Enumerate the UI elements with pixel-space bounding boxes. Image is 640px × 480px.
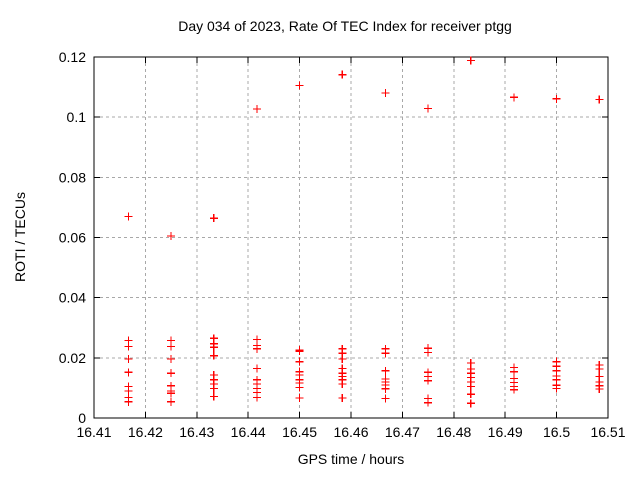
y-tick-label: 0.1 [67,109,87,125]
data-point-marker [252,344,261,353]
data-point-marker [124,368,133,377]
data-point-marker [252,105,261,114]
x-tick-label: 16.44 [231,424,266,440]
data-point-marker [295,394,304,403]
data-points [124,56,604,408]
data-point-marker [124,212,133,221]
data-point-marker [209,392,218,401]
data-point-marker [209,214,218,223]
data-point-marker [252,364,261,373]
data-point-marker [167,355,176,364]
x-tick-label: 16.48 [436,424,471,440]
data-point-marker [509,93,518,102]
data-point-marker [381,89,390,98]
data-point-marker [167,397,176,406]
y-tick-label: 0.12 [59,49,86,65]
chart-title: Day 034 of 2023, Rate Of TEC Index for r… [178,18,512,34]
data-point-marker [552,94,561,103]
tick-labels: 16.41 16.42 16.43 16.44 16.45 16.46 16.47 16.48… [59,49,626,440]
data-point-marker [338,355,347,364]
data-point-marker [424,348,433,357]
data-point-marker [424,104,433,113]
x-tick-label: 16.41 [76,424,111,440]
data-point-marker [209,343,218,352]
x-axis-label: GPS time / hours [298,451,405,467]
data-point-marker [424,376,433,385]
data-point-marker [338,70,347,79]
data-point-marker [595,364,604,373]
data-point-marker [466,390,475,399]
data-point-marker [381,366,390,375]
x-tick-label: 16.45 [282,424,317,440]
data-point-marker [167,342,176,351]
x-tick-label: 16.5 [543,424,570,440]
y-tick-label: 0.02 [59,350,86,366]
data-point-marker [338,380,347,389]
data-point-marker [124,397,133,406]
data-point-marker [381,349,390,358]
data-point-marker [466,382,475,391]
x-tick-label: 16.43 [179,424,214,440]
y-axis-label: ROTI / TECUs [12,192,28,282]
y-tick-label: 0.08 [59,169,86,185]
data-point-marker [124,342,133,351]
x-tick-label: 16.49 [488,424,523,440]
data-point-marker [167,369,176,378]
data-point-marker [295,81,304,90]
data-point-marker [595,385,604,394]
data-point-marker [167,231,176,240]
x-tick-label: 16.46 [333,424,368,440]
data-point-marker [338,394,347,403]
x-tick-label: 16.42 [128,424,163,440]
data-point-marker [509,367,518,376]
x-tick-label: 16.47 [385,424,420,440]
data-point-marker [167,389,176,398]
data-point-marker [381,394,390,403]
data-point-marker [295,357,304,366]
y-tick-label: 0.04 [59,290,86,306]
data-point-marker [124,355,133,364]
y-tick-label: 0.06 [59,230,86,246]
data-point-marker [552,384,561,393]
data-point-marker [509,385,518,394]
data-point-marker [381,384,390,393]
data-point-marker [209,351,218,360]
data-point-marker [295,383,304,392]
x-tick-label: 16.51 [590,424,625,440]
data-point-marker [466,399,475,408]
data-point-marker [252,393,261,402]
data-point-marker [295,347,304,356]
plot-border [93,56,609,419]
data-point-marker [466,56,475,65]
y-tick-label: 0 [78,410,86,426]
data-point-marker [209,384,218,393]
data-point-marker [424,398,433,407]
data-point-marker [595,95,604,104]
grid-lines [94,57,608,418]
